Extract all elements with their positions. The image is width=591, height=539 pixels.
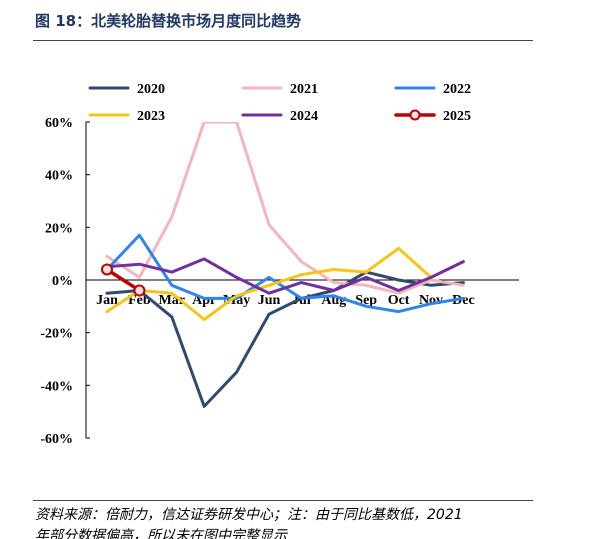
y-tick-label: -20% — [40, 327, 73, 342]
legend-marker — [409, 109, 421, 121]
legend-label: 2022 — [443, 82, 471, 97]
legend-label: 2025 — [443, 109, 471, 124]
x-tick-label: May — [223, 293, 250, 308]
legend-entry-2022: 2022 — [394, 82, 471, 97]
y-tick-label: 60% — [45, 116, 73, 131]
series-line-2023 — [105, 246, 433, 321]
figure-title: 图 18：北美轮胎替换市场月度同比趋势 — [35, 12, 302, 30]
point-2025-Feb — [133, 284, 146, 297]
title-divider — [33, 40, 533, 41]
series-line-2024 — [105, 257, 465, 295]
y-tick-label: -40% — [40, 379, 73, 394]
yoy-line-chart: 60%40%20%0%-20%-40%-60%Jan Feb Mar Apr May Ju… — [40, 82, 519, 447]
y-tick-label: 40% — [45, 169, 73, 184]
legend-label: 2024 — [290, 109, 318, 124]
x-tick-label: Jun — [258, 293, 281, 308]
footer-divider — [33, 500, 533, 501]
series-line-2025 — [105, 267, 142, 293]
legend-label: 2023 — [137, 109, 165, 124]
x-tick-label: Jan — [96, 293, 118, 308]
y-tick-label: 20% — [45, 221, 73, 236]
series-line-2021 — [105, 122, 465, 295]
source-line-2: 年部分数据偏高，所以未在图中完整显示 — [35, 528, 287, 539]
legend-label: 2021 — [290, 82, 318, 97]
source-note: 资料来源：倍耐力，信达证券研发中心；注：由于同比基数低，2021 年部分数据偏高… — [35, 505, 575, 539]
plot-area — [101, 122, 465, 408]
legend-entry-2020: 2020 — [88, 82, 165, 97]
series-line-2020 — [105, 270, 465, 408]
legend-entry-2023: 2023 — [88, 109, 165, 124]
x-tick-label: Dec — [452, 293, 475, 308]
legend-label: 2020 — [137, 82, 165, 97]
legend-entry-2021: 2021 — [241, 82, 318, 97]
point-2025-Jan — [101, 263, 113, 276]
legend-entry-2024: 2024 — [241, 109, 318, 124]
legend-entry-2025: 2025 — [394, 109, 471, 124]
x-tick-label: Oct — [388, 293, 410, 308]
y-tick-label: -60% — [40, 432, 73, 447]
y-tick-label: 0% — [52, 274, 73, 289]
source-line-1: 资料来源：倍耐力，信达证券研发中心；注：由于同比基数低，2021 — [35, 507, 463, 523]
